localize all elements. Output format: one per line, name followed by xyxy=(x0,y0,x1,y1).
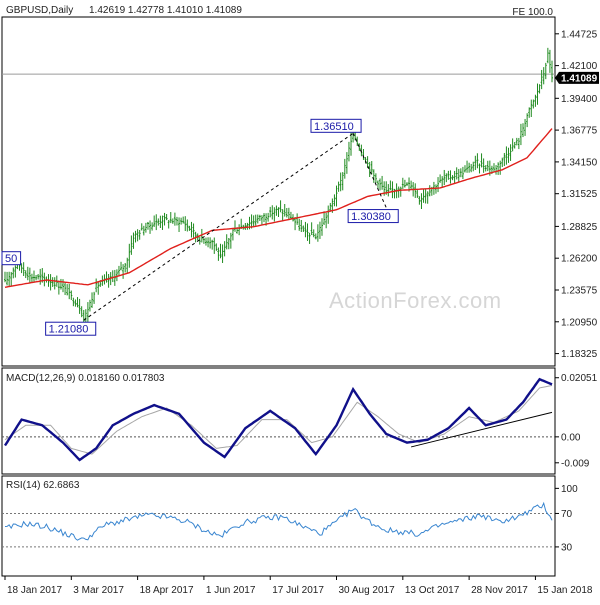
x-axis: 18 Jan 2017 3 Mar 2017 18 Apr 2017 1 Jun 20… xyxy=(2,575,593,596)
dashed-trendline xyxy=(83,132,354,321)
x-tick-label: 17 Jul 2017 xyxy=(272,585,324,596)
moving-average-layer xyxy=(4,128,553,288)
price-tick-label: 1.18325 xyxy=(561,349,598,360)
last-price-tag xyxy=(555,71,599,84)
macd-trendline xyxy=(410,411,553,448)
annotation-label: 1.36510 xyxy=(314,121,354,133)
candles xyxy=(4,47,553,329)
price-tick-label: 1.23575 xyxy=(561,285,598,296)
macd-signal-line xyxy=(4,385,553,455)
rsi-line xyxy=(4,501,553,541)
price-tick-label: 1.34150 xyxy=(561,157,598,168)
price-tick-label: 1.42100 xyxy=(561,61,598,72)
macd-tick-label: 0.02051 xyxy=(561,373,598,384)
annotation-label: 50 xyxy=(5,253,17,265)
price-tick-label: 1.26200 xyxy=(561,254,598,265)
x-tick-label: 1 Jun 2017 xyxy=(206,585,256,596)
rsi-tick-label: 30 xyxy=(561,542,573,553)
rsi-tick-label: 70 xyxy=(561,509,573,520)
rsi-tick-label: 100 xyxy=(561,484,578,495)
macd-tick-label: 0.00 xyxy=(561,432,581,443)
price-tick-label: 1.20950 xyxy=(561,317,598,328)
price-axis: 1.44725 1.42100 1.39400 1.36775 1.34150 1.315… xyxy=(555,29,598,360)
macd-pane-border xyxy=(1,367,556,475)
annotation-layer: 50 1.21080 1.36510 1.30380 xyxy=(1,118,399,336)
annotation-label: 1.21080 xyxy=(49,324,89,336)
annotation-label: 1.30380 xyxy=(351,211,391,223)
macd-lines xyxy=(2,377,555,462)
annotation-box xyxy=(347,209,399,224)
price-tick-label: 1.39400 xyxy=(561,94,598,105)
trendline-layer xyxy=(83,132,387,321)
macd-title: MACD(12,26,9) 0.018160 0.017803 xyxy=(6,373,165,384)
watermark: ActionForex.com xyxy=(329,288,502,313)
price-pane-border xyxy=(1,16,556,367)
macd-tick-label: -0.009 xyxy=(561,458,590,469)
dashed-trendline xyxy=(352,133,387,208)
annotation-box xyxy=(310,118,362,133)
annotation-box xyxy=(1,251,22,266)
last-price-tag-layer: 1.41089 xyxy=(555,71,599,84)
last-price-tag-label: 1.41089 xyxy=(561,73,598,84)
price-tick-label: 1.44725 xyxy=(561,29,598,40)
x-tick-label: 3 Mar 2017 xyxy=(73,585,124,596)
x-tick-label: 13 Oct 2017 xyxy=(405,585,460,596)
x-tick-label: 18 Apr 2017 xyxy=(140,585,194,596)
annotation-box xyxy=(45,321,97,336)
x-tick-label: 18 Jan 2017 xyxy=(7,585,62,596)
price-tick-label: 1.28825 xyxy=(561,222,598,233)
moving-average-line xyxy=(4,128,553,288)
rsi-axis: 100 70 30 xyxy=(555,484,578,553)
price-tick-label: 1.36775 xyxy=(561,126,598,137)
rsi-title: RSI(14) 62.6863 xyxy=(6,480,80,491)
symbol-label: GBPUSD,Daily xyxy=(6,5,73,16)
x-tick-label: 28 Nov 2017 xyxy=(471,585,528,596)
x-tick-label: 30 Aug 2017 xyxy=(339,585,396,596)
price-pane: GBPUSD,Daily 1.42619 1.42778 1.41010 1.4… xyxy=(1,5,599,367)
fe-label: FE 100.0 xyxy=(512,7,553,18)
macd-pane: MACD(12,26,9) 0.018160 0.017803 0.020510… xyxy=(1,367,598,475)
price-tick-label: 1.31525 xyxy=(561,189,598,200)
macd-line xyxy=(3,377,553,462)
ohlc-header: 1.42619 1.42778 1.41010 1.41089 xyxy=(89,5,242,16)
x-tick-label: 15 Jan 2018 xyxy=(537,585,592,596)
rsi-lines xyxy=(2,501,555,548)
macd-axis: 0.02051 0.00 -0.009 xyxy=(555,373,598,469)
